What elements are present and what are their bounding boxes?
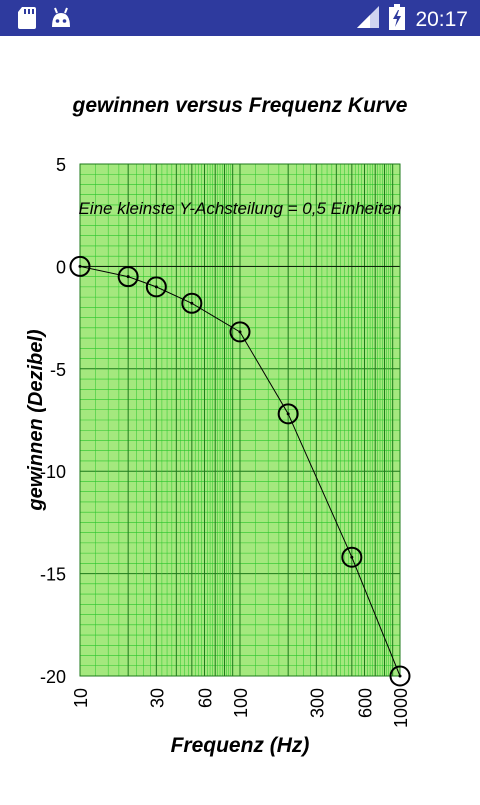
data-point — [69, 255, 91, 277]
battery-charging-icon — [389, 4, 406, 35]
series-line — [79, 265, 401, 677]
x-tick-label: 600 — [356, 688, 376, 718]
series — [69, 255, 411, 687]
y-tick-label: 0 — [56, 257, 66, 277]
data-point — [181, 292, 203, 314]
data-point — [341, 546, 363, 568]
data-point-center — [398, 674, 402, 678]
status-time: 20:17 — [415, 7, 468, 31]
chart-title: gewinnen versus Frequenz Kurve — [72, 94, 408, 117]
chart: gewinnen versus Frequenz Kurve Eine klei… — [25, 94, 411, 757]
y-axis-label: gewinnen (Dezibel) — [25, 329, 47, 511]
data-point — [277, 403, 299, 425]
data-point-center — [78, 264, 82, 268]
y-tick-label: -5 — [50, 360, 66, 380]
y-tick-label: -20 — [40, 667, 66, 687]
data-point-center — [190, 301, 194, 305]
x-tick-label: 1000 — [391, 688, 411, 728]
y-tick-label: -10 — [40, 462, 66, 482]
x-tick-label: 60 — [196, 688, 216, 708]
data-point-center — [238, 330, 242, 334]
sd-card-icon — [18, 7, 36, 34]
x-axis-label: Frequenz (Hz) — [171, 734, 310, 757]
y-axis-ticks: 5 0 -5 -10 -15 -20 — [40, 155, 66, 687]
data-point-center — [154, 285, 158, 289]
data-point — [117, 266, 139, 288]
x-axis-ticks: 10 30 60 100 300 600 1000 — [71, 688, 411, 728]
chart-area: gewinnen versus Frequenz Kurve Eine klei… — [0, 36, 480, 800]
android-icon — [50, 7, 72, 34]
data-point — [229, 321, 251, 343]
x-tick-label: 100 — [231, 688, 251, 718]
plot-frame — [79, 163, 401, 677]
x-tick-label: 10 — [71, 688, 91, 708]
data-point — [389, 665, 411, 687]
status-bar: 20:17 — [0, 0, 480, 36]
y-tick-label: 5 — [56, 155, 66, 175]
x-tick-label: 300 — [307, 688, 327, 718]
data-point-center — [126, 275, 130, 279]
data-point-center — [286, 412, 290, 416]
data-point-center — [350, 555, 354, 559]
signal-icon — [357, 6, 380, 33]
chart-annotation: Eine kleinste Y-Achsteilung = 0,5 Einhei… — [78, 199, 401, 218]
y-tick-label: -15 — [40, 565, 66, 585]
data-point — [145, 276, 167, 298]
grid — [79, 163, 401, 677]
x-tick-label: 30 — [147, 688, 167, 708]
